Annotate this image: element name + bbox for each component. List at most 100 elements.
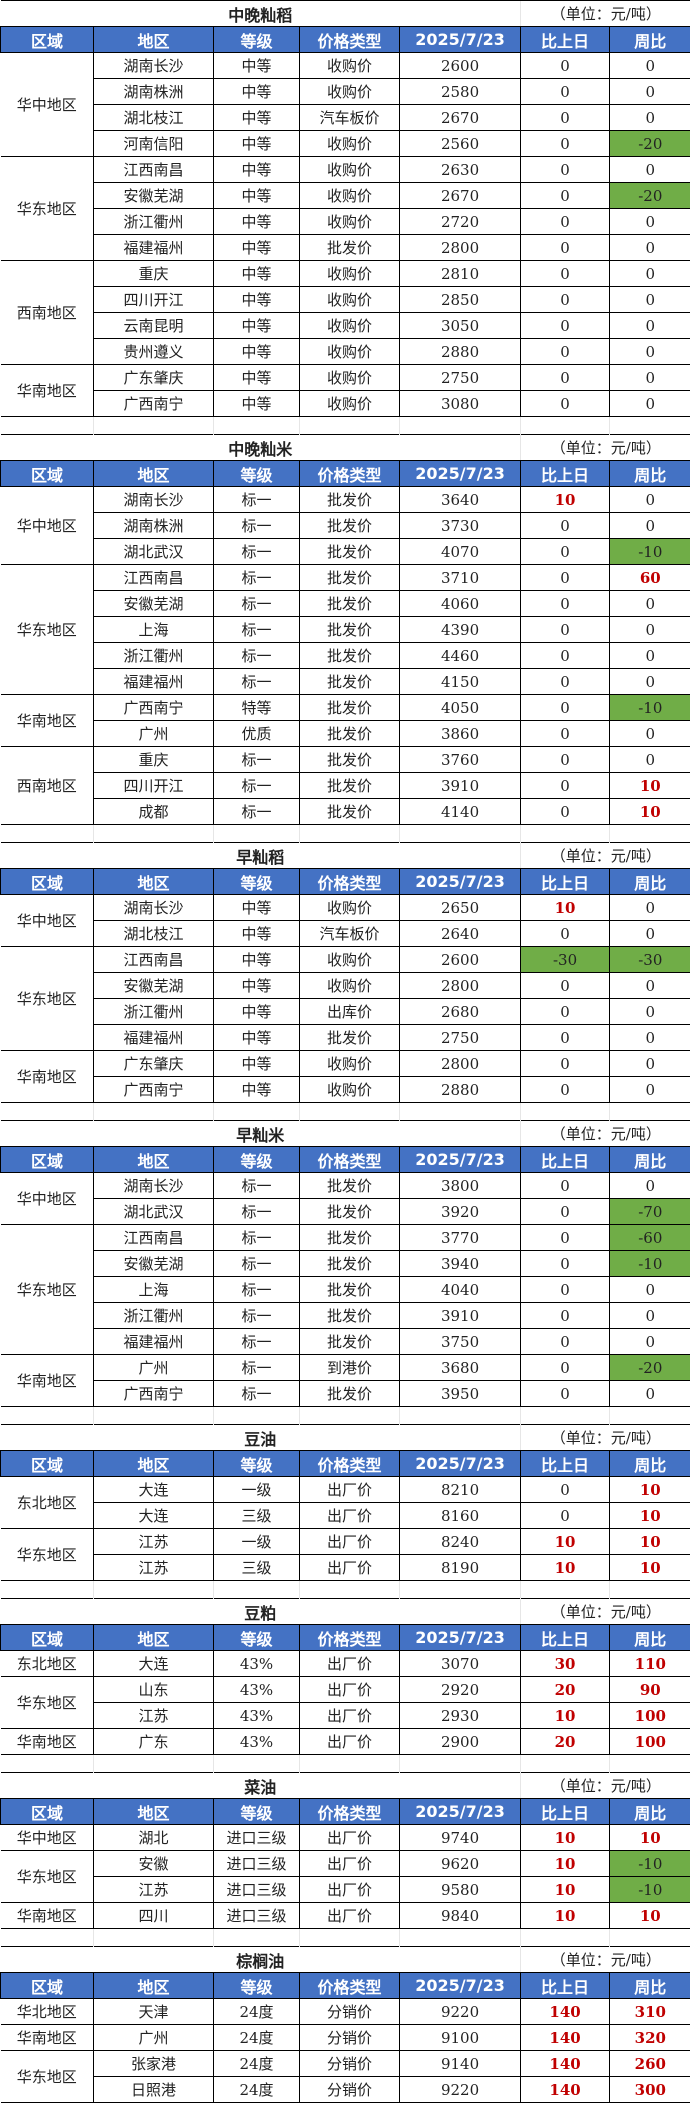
- column-header: 等级: [214, 1625, 300, 1651]
- unit-label: （单位：元/吨）: [521, 1947, 690, 1973]
- price-cell: 2670: [400, 183, 521, 209]
- price-cell: 3750: [400, 1329, 521, 1355]
- column-header: 区域: [1, 1973, 94, 1999]
- day-change-cell: 0: [521, 131, 610, 157]
- column-header: 区域: [1, 1451, 94, 1477]
- spacer-cell: [610, 1103, 690, 1121]
- column-header: 周比: [610, 1625, 690, 1651]
- grade-cell: 中等: [214, 131, 300, 157]
- day-change-cell: 0: [521, 1025, 610, 1051]
- day-change-cell: 0: [521, 1225, 610, 1251]
- area-cell: 江苏: [94, 1703, 214, 1729]
- price-cell: 9100: [400, 2025, 521, 2051]
- week-change-cell: 10: [610, 1477, 690, 1503]
- column-header: 比上日: [521, 1451, 610, 1477]
- spacer-cell: [94, 1103, 214, 1121]
- area-cell: 广州: [94, 2025, 214, 2051]
- column-header: 价格类型: [300, 1625, 400, 1651]
- column-header: 地区: [94, 461, 214, 487]
- region-cell: 华南地区: [1, 2025, 94, 2051]
- region-cell: 西南地区: [1, 261, 94, 365]
- area-cell: 江苏: [94, 1555, 214, 1581]
- spacer-cell: [94, 825, 214, 843]
- price-cell: 8240: [400, 1529, 521, 1555]
- price-cell: 3710: [400, 565, 521, 591]
- price-cell: 9220: [400, 1999, 521, 2025]
- region-cell: 华东地区: [1, 947, 94, 1051]
- region-cell: 西南地区: [1, 747, 94, 825]
- section-title-row: 豆粕（单位：元/吨）: [1, 1599, 690, 1625]
- price-cell: 2640: [400, 921, 521, 947]
- week-change-cell: 0: [610, 339, 690, 365]
- week-change-cell: 0: [610, 1329, 690, 1355]
- grade-cell: 中等: [214, 947, 300, 973]
- week-change-cell: 0: [610, 669, 690, 695]
- region-cell: 华南地区: [1, 1903, 94, 1929]
- day-change-cell: 0: [521, 591, 610, 617]
- grade-cell: 中等: [214, 1025, 300, 1051]
- price-type-cell: 收购价: [300, 947, 400, 973]
- column-header: 等级: [214, 1147, 300, 1173]
- price-type-cell: 分销价: [300, 2025, 400, 2051]
- price-type-cell: 出厂价: [300, 1825, 400, 1851]
- section-title-row: 菜油（单位：元/吨）: [1, 1773, 690, 1799]
- week-change-cell: 0: [610, 721, 690, 747]
- spacer-cell: [300, 1929, 400, 1947]
- day-change-cell: 0: [521, 1173, 610, 1199]
- price-type-cell: 收购价: [300, 131, 400, 157]
- spacer-cell: [214, 1103, 300, 1121]
- area-cell: 山东: [94, 1677, 214, 1703]
- day-change-cell: 0: [521, 157, 610, 183]
- spacer-cell: [1, 1581, 94, 1599]
- area-cell: 上海: [94, 617, 214, 643]
- column-header: 2025/7/23: [400, 461, 521, 487]
- day-change-cell: 10: [521, 1703, 610, 1729]
- week-change-cell: 260: [610, 2051, 690, 2077]
- day-change-cell: 0: [521, 973, 610, 999]
- grade-cell: 一级: [214, 1529, 300, 1555]
- price-type-cell: 批发价: [300, 487, 400, 513]
- grade-cell: 标一: [214, 1199, 300, 1225]
- unit-label: （单位：元/吨）: [521, 1773, 690, 1799]
- column-header: 周比: [610, 1799, 690, 1825]
- area-cell: 浙江衢州: [94, 999, 214, 1025]
- column-header: 等级: [214, 27, 300, 53]
- price-cell: 3800: [400, 1173, 521, 1199]
- grade-cell: 43%: [214, 1703, 300, 1729]
- area-cell: 湖南株洲: [94, 513, 214, 539]
- region-cell: 华中地区: [1, 1173, 94, 1225]
- week-change-cell: 10: [610, 773, 690, 799]
- week-change-cell: 0: [610, 973, 690, 999]
- price-type-cell: 批发价: [300, 1381, 400, 1407]
- week-change-cell: -20: [610, 183, 690, 209]
- area-cell: 浙江衢州: [94, 643, 214, 669]
- week-change-cell: -20: [610, 1355, 690, 1381]
- day-change-cell: 0: [521, 1503, 610, 1529]
- grade-cell: 特等: [214, 695, 300, 721]
- price-type-cell: 收购价: [300, 261, 400, 287]
- column-header: 比上日: [521, 869, 610, 895]
- grade-cell: 中等: [214, 921, 300, 947]
- area-cell: 广西南宁: [94, 695, 214, 721]
- day-change-cell: 0: [521, 721, 610, 747]
- price-cell: 2600: [400, 53, 521, 79]
- price-type-cell: 批发价: [300, 1277, 400, 1303]
- day-change-cell: 0: [521, 565, 610, 591]
- price-cell: 4150: [400, 669, 521, 695]
- unit-label: （单位：元/吨）: [521, 1121, 690, 1147]
- section-spacer: [1, 1581, 690, 1599]
- column-header: 等级: [214, 1451, 300, 1477]
- section-spacer: [1, 1755, 690, 1773]
- region-cell: 华东地区: [1, 2051, 94, 2103]
- week-change-cell: 10: [610, 1529, 690, 1555]
